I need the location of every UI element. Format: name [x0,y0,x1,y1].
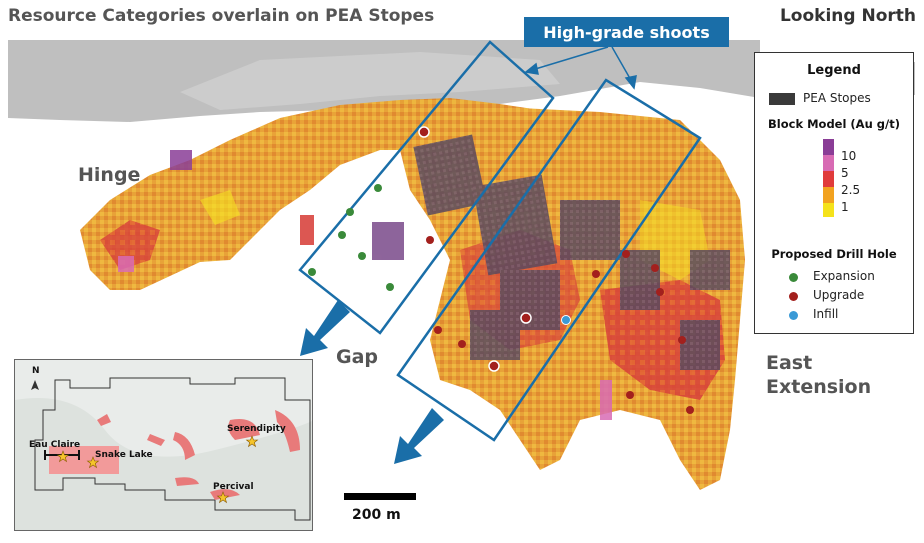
scale-label: 200 m [352,507,401,523]
plunge-arrow-west [300,300,350,356]
upgrade-holes [426,236,694,414]
inset-map-graphic [15,360,312,530]
callout-arrows [524,46,637,90]
property-boundary [34,377,311,521]
inset-label-percival: Percival [213,482,254,492]
map-title: Resource Categories overlain on PEA Stop… [8,6,435,26]
inset-label-eau-claire: Eau Claire [29,440,81,450]
legend-stopes-label: PEA Stopes [803,91,871,105]
upgrade-dot [789,292,798,301]
legend-upgrade-label: Upgrade [813,288,865,302]
zone-label-gap: Gap [336,346,379,368]
expansion-holes [308,184,394,291]
north-arrow-icon [31,380,39,390]
plunge-arrows [300,300,444,464]
grade-swatch-1 [823,187,834,203]
high-grade-callout: High-grade shoots [524,17,729,47]
inset-label-snake-lake: Snake Lake [95,450,153,460]
zone-label-extension: Extension [766,376,872,398]
grade-label-1: 1 [841,200,849,214]
grade-swatch-2-5 [823,171,834,187]
pea-stopes [118,134,730,420]
grade-swatch-low [823,203,834,217]
infill-holes [561,315,571,325]
expansion-dot [789,273,798,282]
topography-light [180,52,560,110]
grade-swatch-10 [823,139,834,155]
infill-dot [789,311,798,320]
legend-infill-label: Infill [813,307,839,321]
grade-label-2-5: 2.5 [841,183,861,197]
zone-label-hinge: Hinge [78,164,141,186]
grade-label-5: 5 [841,166,849,180]
zone-label-east: East [766,352,813,374]
drill-holes [308,126,694,414]
inset-label-serendipity: Serendipity [227,424,286,434]
scale-bar [344,493,416,500]
inset-map: N Eau Claire Snake Lake Serendipity Perc… [14,359,313,531]
shoot-outline-west [298,40,555,335]
grade-label-10: 10 [841,149,857,163]
shoot-outline-east [396,78,702,442]
view-direction: Looking North [779,6,916,26]
deposit-stars [56,435,259,504]
grade-swatch-5 [823,155,834,171]
stope-swatch [769,93,795,105]
legend-expansion-label: Expansion [813,269,875,283]
legend-panel: Legend PEA Stopes Block Model (Au g/t) 1… [754,52,914,334]
drill-hole-title: Proposed Drill Hole [771,247,897,261]
block-model-title: Block Model (Au g/t) [768,117,900,131]
highlighted-holes [418,126,532,372]
high-grade-shoot-outlines [298,40,702,442]
legend-title: Legend [807,63,861,78]
plunge-arrow-east [394,408,444,464]
inset-north-label: N [32,366,40,376]
